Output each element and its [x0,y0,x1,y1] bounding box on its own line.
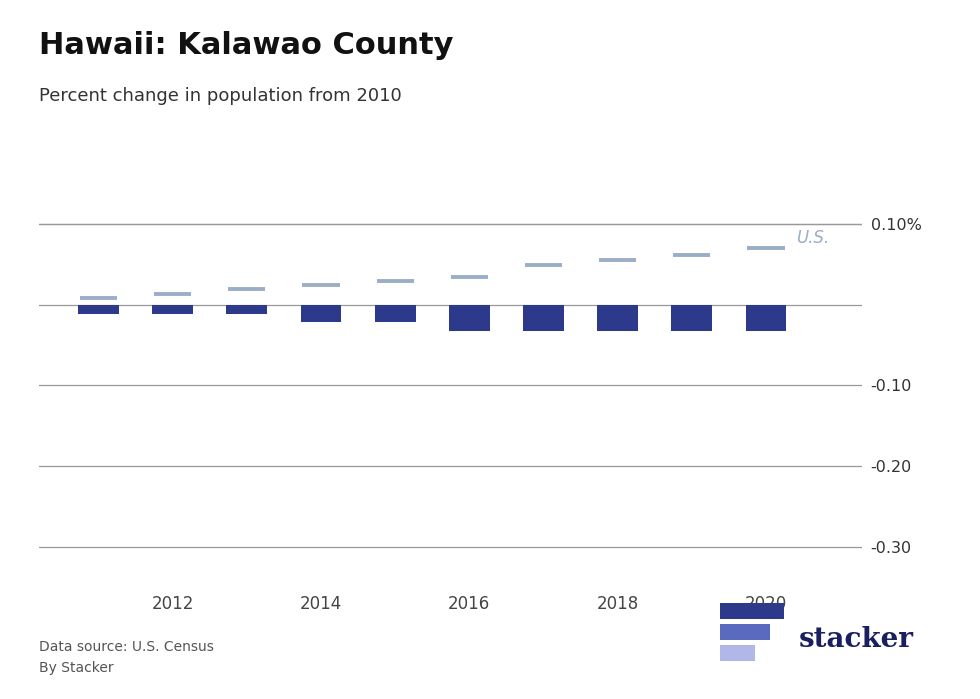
Bar [301,305,341,322]
Text: U.S.: U.S. [796,229,829,247]
Bar [671,305,712,331]
Bar [78,305,119,314]
Text: By Stacker: By Stacker [39,661,114,675]
Bar [597,305,638,331]
Bar [152,305,193,314]
Text: Hawaii: Kalawao County: Hawaii: Kalawao County [39,31,454,60]
Bar [523,305,564,331]
Text: Data source: U.S. Census: Data source: U.S. Census [39,640,214,654]
Bar [449,305,490,331]
Bar [746,305,786,331]
Text: stacker: stacker [799,626,913,653]
Bar [374,305,416,322]
Text: Percent change in population from 2010: Percent change in population from 2010 [39,87,402,106]
Bar [226,305,268,314]
